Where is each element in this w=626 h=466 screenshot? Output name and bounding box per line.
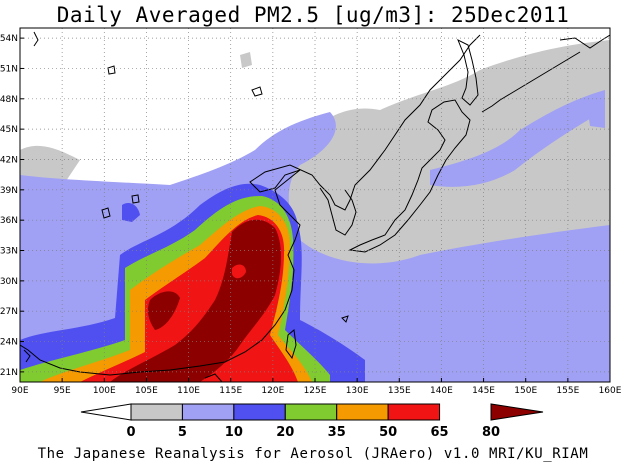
lat-tick-label: 51N xyxy=(0,64,18,74)
kuril-islands xyxy=(481,51,581,113)
colorbar-label: 20 xyxy=(276,425,294,440)
lake-outline xyxy=(101,207,111,219)
lon-tick-label: 120E xyxy=(261,386,284,396)
lat-tick-label: 45N xyxy=(0,125,18,135)
colorbar-segment xyxy=(80,403,132,421)
lon-tick-label: 145E xyxy=(472,386,495,396)
lake-outline xyxy=(251,86,263,97)
colorbar-segment xyxy=(490,403,544,421)
lake-outline xyxy=(33,31,39,47)
lat-tick-label: 42N xyxy=(0,155,18,165)
graticule xyxy=(20,28,610,382)
colorbar-label: 35 xyxy=(328,425,346,440)
lake-outline xyxy=(107,65,116,75)
lon-tick-label: 140E xyxy=(430,386,453,396)
hainan-coastline xyxy=(204,373,223,382)
colorbar-segment xyxy=(130,403,183,421)
colorbar-label: 80 xyxy=(482,425,500,440)
lon-tick-label: 95E xyxy=(54,386,71,396)
contour-band-65-80 xyxy=(232,264,246,279)
axis-ticks: 90E 95E 100E 105E 110E 115E 120E 125E 130E 135E 14… xyxy=(0,34,622,396)
colorbar-label: 10 xyxy=(225,425,243,440)
colorbar-segment xyxy=(284,403,338,421)
colorbar-label: 50 xyxy=(379,425,397,440)
lat-tick-label: 33N xyxy=(0,247,18,257)
lon-tick-label: 155E xyxy=(556,386,579,396)
lon-tick-label: 150E xyxy=(514,386,537,396)
lon-tick-label: 160E xyxy=(599,386,622,396)
contour-band-10-20 xyxy=(588,105,605,128)
footer-credit: The Japanese Reanalysis for Aerosol (JRA… xyxy=(37,446,589,462)
lat-tick-label: 21N xyxy=(0,368,18,378)
lon-tick-label: 100E xyxy=(93,386,116,396)
contour-band-20-35 xyxy=(122,203,140,222)
mainland-coastline xyxy=(20,34,481,376)
lon-tick-label: 130E xyxy=(346,386,369,396)
contour-band-80-plus xyxy=(147,291,180,330)
island-outline xyxy=(341,315,349,323)
colorbar-segment xyxy=(336,403,389,421)
sakhalin-coastline xyxy=(457,38,479,106)
island-outline xyxy=(23,349,31,363)
lake-outline xyxy=(131,194,140,204)
colorbar-label: 65 xyxy=(431,425,449,440)
lon-tick-label: 115E xyxy=(219,386,242,396)
lat-tick-label: 24N xyxy=(0,338,18,348)
map-title: Daily Averaged PM2.5 [ug/m3]: 25Dec2011 xyxy=(56,3,570,27)
taiwan-coastline xyxy=(285,329,297,360)
lat-tick-label: 48N xyxy=(0,95,18,105)
lon-tick-label: 90E xyxy=(11,386,28,396)
colorbar-segment xyxy=(387,403,441,421)
lon-tick-label: 110E xyxy=(177,386,200,396)
lon-tick-label: 135E xyxy=(388,386,411,396)
colorbar-label: 5 xyxy=(178,425,187,440)
contour-band-10-20 xyxy=(430,90,605,187)
lat-tick-label: 27N xyxy=(0,307,18,317)
lat-tick-label: 39N xyxy=(0,186,18,196)
lon-tick-label: 125E xyxy=(304,386,327,396)
lat-tick-label: 54N xyxy=(0,34,18,44)
colorbar: 0 5 10 20 35 50 65 80 xyxy=(80,403,544,440)
lat-tick-label: 30N xyxy=(0,277,18,287)
concentration-contours xyxy=(20,40,610,382)
contour-band-80-plus xyxy=(110,219,282,382)
colorbar-segment xyxy=(233,403,286,421)
lat-tick-label: 36N xyxy=(0,216,18,226)
japan-coastline xyxy=(348,99,471,253)
contour-band-5-10 xyxy=(240,52,252,68)
coastlines xyxy=(20,31,610,382)
colorbar-segment xyxy=(181,403,235,421)
colorbar-label: 0 xyxy=(126,425,135,440)
lon-tick-label: 105E xyxy=(135,386,158,396)
korea-coastline xyxy=(319,187,357,236)
